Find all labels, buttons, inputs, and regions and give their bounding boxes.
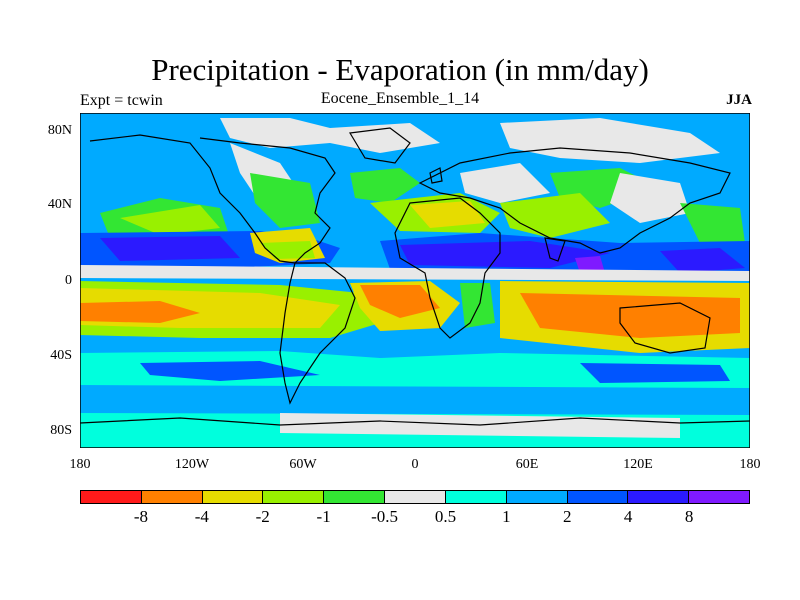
colorbar-label: 8 [684,507,694,526]
lat-label-80s: 80S [50,423,72,438]
map-svg [79,112,751,449]
colorbar-swatch [202,491,264,503]
colorbar-label: -4 [194,507,209,526]
lon-label-180w: 180 [69,457,91,472]
colorbar-label: -1 [316,507,331,526]
ensemble-label: Eocene_Ensemble_1_14 [320,90,480,107]
colorbar-swatch [628,491,690,503]
colorbar-swatch [567,491,629,503]
lat-label-40s: 40S [50,348,72,363]
colorbar-label: -2 [255,507,270,526]
colorbar-swatch [141,491,203,503]
lon-label-0: 0 [411,457,419,472]
colorbar-label: -0.5 [371,507,398,526]
colorbar [80,490,750,504]
colorbar-label: 4 [623,507,633,526]
lon-label-120e: 120E [623,457,653,472]
colorbar-label: 2 [563,507,572,526]
colorbar-swatch [81,491,142,503]
lon-label-180e: 180 [739,457,761,472]
colorbar-label: 0.5 [434,507,457,526]
map-title: Precipitation - Evaporation (in mm/day) [151,52,649,87]
colorbar-swatch [263,491,325,503]
colorbar-swatch [445,491,507,503]
colorbar-swatch [385,491,446,503]
experiment-label: Expt = tcwin [80,92,163,109]
colorbar-swatch [324,491,386,503]
coastlines [79,127,751,426]
season-label: JJA [726,92,752,108]
lon-label-60w: 60W [289,457,317,472]
lat-label-0: 0 [65,273,72,288]
colorbar-swatch [689,491,749,503]
colorbar-label: -8 [133,507,148,526]
lon-label-60e: 60E [515,457,539,472]
colorbar-swatch [506,491,568,503]
precip-evap-map [79,112,751,449]
colorbar-label: 1 [502,507,511,526]
lon-label-120w: 120W [174,457,210,472]
lat-label-80n: 80N [47,123,72,138]
lat-label-40n: 40N [47,197,72,212]
